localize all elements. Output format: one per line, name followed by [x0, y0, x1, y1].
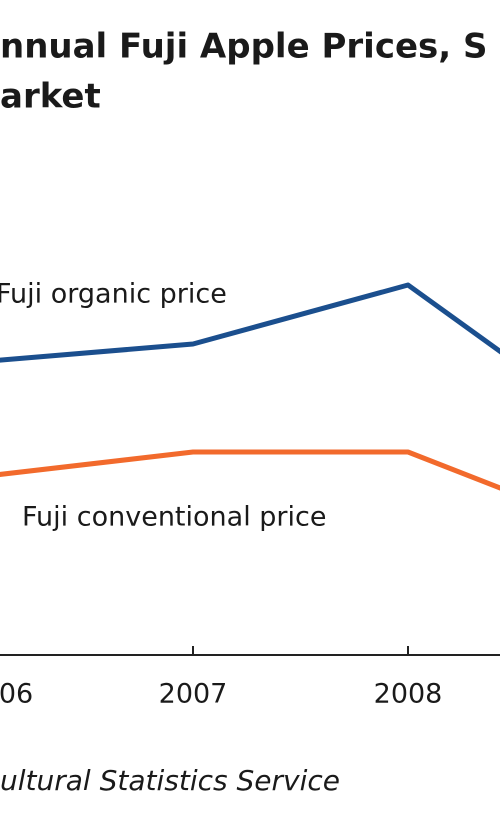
series-label: Fuji organic price [0, 279, 227, 310]
source: ultural Statistics Service [0, 764, 340, 797]
x-tick-label: 2008 [374, 679, 443, 710]
series-label: Fuji conventional price [22, 502, 326, 533]
chart-title: nnual Fuji Apple Prices, S [0, 27, 488, 67]
series-line [0, 282, 500, 363]
x-tick-label: 2007 [159, 679, 228, 710]
x-tick-label: 06 [0, 679, 33, 710]
chart-title: arket [0, 77, 101, 117]
series-line [0, 449, 500, 491]
